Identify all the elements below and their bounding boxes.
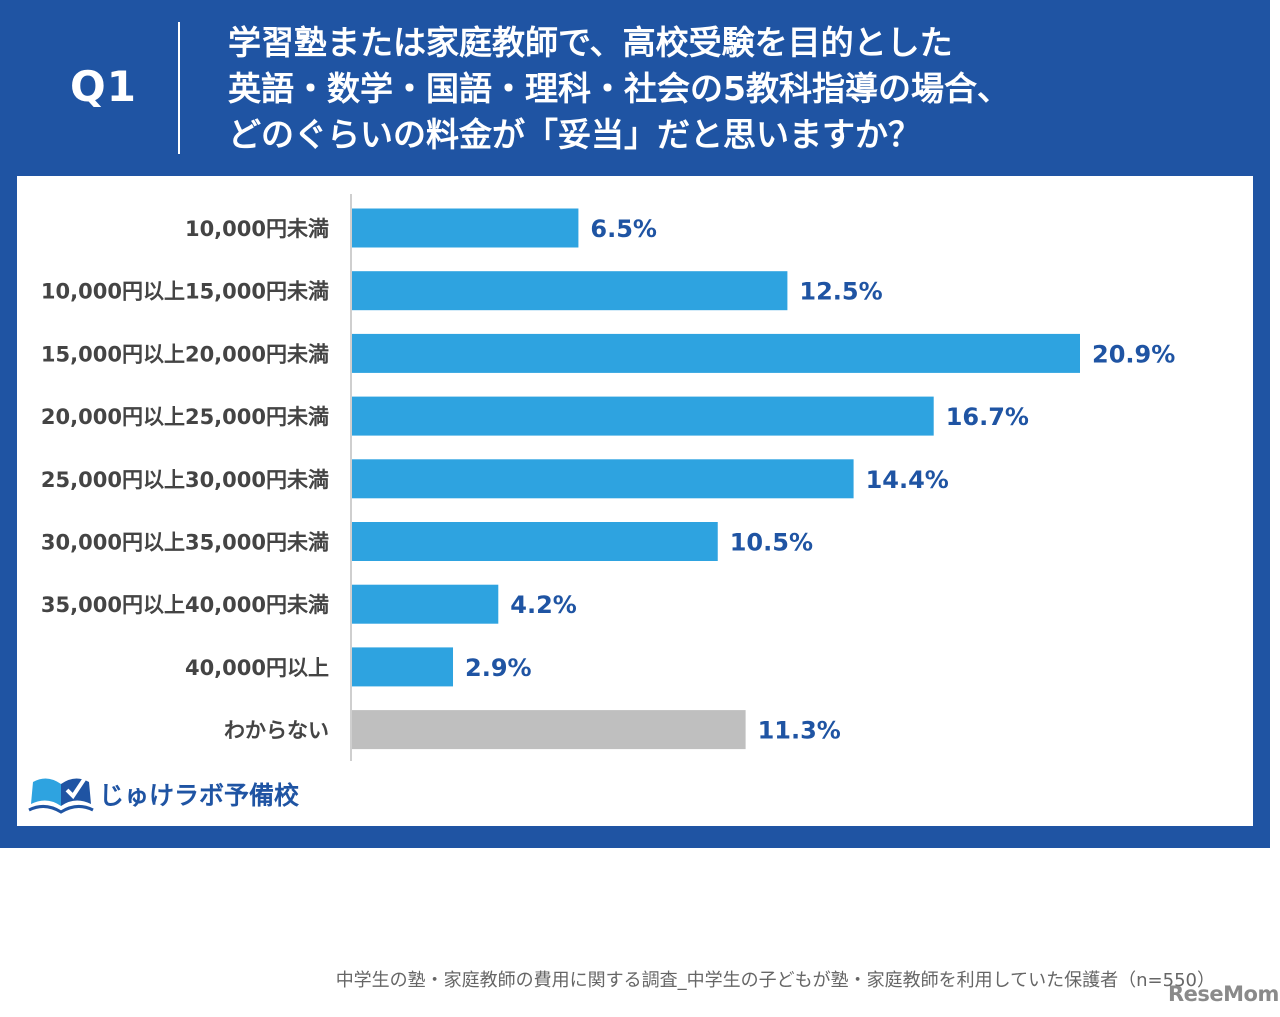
data-label: 12.5% [799,278,882,306]
data-label: 2.9% [465,654,532,682]
source-note: 中学生の塾・家庭教師の費用に関する調査_中学生の子どもが塾・家庭教師を利用してい… [335,970,1215,991]
bar [352,710,746,750]
bar [352,396,934,436]
data-label: 6.5% [590,215,657,243]
category-label: 35,000円以上40,000円未満 [41,593,329,617]
bar [352,208,579,248]
category-label: 10,000円未満 [185,217,329,241]
brand-logo: じゅけラボ予備校 [27,770,299,816]
data-label: 14.4% [866,466,949,494]
book-logo-icon [28,776,94,814]
question-title-line: 学習塾または家庭教師で、高校受験を目的とした [228,23,953,62]
question-title-line: どのぐらいの料金が「妥当」だと思いますか？ [228,115,921,154]
bar [352,459,854,499]
category-label: 10,000円以上15,000円未満 [41,280,329,304]
question-header: Q1 学習塾または家庭教師で、高校受験を目的とした 英語・数学・国語・理科・社会… [0,0,1270,991]
bar-chart: 10,000円未満 6.5% 10,000円以上15,000円未満 12.5% 15,0… [41,194,1175,761]
data-label: 16.7% [946,403,1029,431]
category-label: 25,000円以上30,000円未満 [41,468,329,492]
category-label: 30,000円以上35,000円未満 [41,531,329,555]
category-label: 15,000円以上20,000円未満 [41,342,329,366]
data-label: 10.5% [730,529,813,557]
chart-panel: 10,000円未満 6.5% 10,000円以上15,000円未満 12.5% 15,0… [17,176,1253,991]
data-label: 20.9% [1092,340,1175,368]
question-number: Q1 [70,62,137,111]
data-label: 4.2% [510,591,577,619]
watermark: ReseMom [1168,982,1279,1006]
bar [352,584,499,624]
data-label: 11.3% [758,717,841,745]
question-title-line: 英語・数学・国語・理科・社会の5教科指導の場合、 [228,69,1010,108]
header-divider [178,22,180,154]
brand-name: じゅけラボ予備校 [99,781,300,810]
bar [352,333,1080,373]
category-label: わからない [224,719,329,743]
bar [352,271,788,311]
category-label: 40,000円以上 [185,656,329,680]
question-title: 学習塾または家庭教師で、高校受験を目的とした 英語・数学・国語・理科・社会の5教… [228,20,1248,158]
bar [352,647,454,687]
category-label: 20,000円以上25,000円未満 [41,405,329,429]
bar [352,522,718,561]
